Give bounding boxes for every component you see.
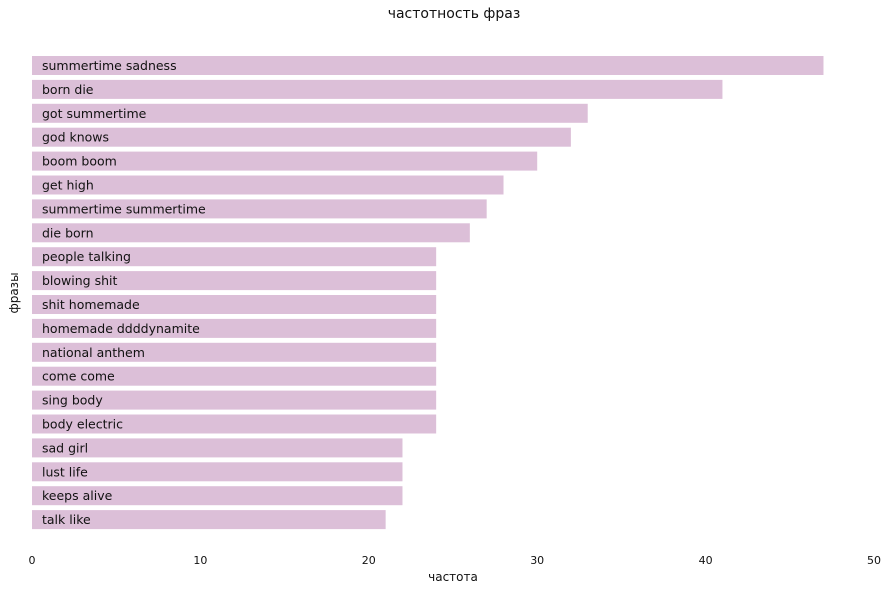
x-tick-label: 20 — [362, 554, 376, 567]
bar — [32, 414, 437, 434]
bar — [32, 56, 824, 75]
bar — [32, 271, 437, 291]
bar-label: summertime sadness — [42, 58, 177, 73]
bar — [32, 223, 470, 243]
x-tick-label: 30 — [530, 554, 544, 567]
bar — [32, 366, 437, 386]
bar-label: sing body — [42, 393, 103, 408]
bar-label: national anthem — [42, 345, 145, 360]
chart-title: частотность фраз — [388, 6, 521, 22]
bar-label: homemade ddddynamite — [42, 321, 200, 336]
x-tick-label: 0 — [29, 554, 36, 567]
bar-label: talk like — [42, 512, 91, 527]
bar — [32, 318, 437, 338]
x-tick-label: 50 — [867, 554, 881, 567]
bar-label: die born — [42, 225, 94, 240]
x-axis-label: частота — [428, 570, 478, 584]
bar — [32, 462, 403, 482]
bar-label: shit homemade — [42, 297, 140, 312]
bar-label: born die — [42, 82, 94, 97]
bar — [32, 151, 538, 171]
x-tick-label: 40 — [699, 554, 713, 567]
bar-label: body electric — [42, 417, 123, 432]
bar — [32, 247, 437, 267]
x-tick-label: 10 — [193, 554, 207, 567]
bar — [32, 342, 437, 362]
bar — [32, 486, 403, 506]
bar — [32, 127, 571, 147]
bar-label: keeps alive — [42, 488, 113, 503]
bar — [32, 79, 723, 99]
bar-label: people talking — [42, 249, 131, 264]
bar — [32, 199, 487, 219]
bar-label: get high — [42, 178, 94, 193]
bar — [32, 438, 403, 458]
bar-label: lust life — [42, 464, 88, 479]
bar-label: boom boom — [42, 154, 117, 169]
bar-label: come come — [42, 369, 115, 384]
bar — [32, 390, 437, 410]
bar-label: god knows — [42, 130, 109, 145]
bar — [32, 295, 437, 314]
bar — [32, 103, 588, 123]
y-axis-label: фразы — [7, 272, 21, 313]
bar-label: got summertime — [42, 106, 147, 121]
bar-label: sad girl — [42, 440, 88, 455]
bar-label: summertime summertime — [42, 201, 206, 216]
bar-label: blowing shit — [42, 273, 117, 288]
bar — [32, 510, 386, 530]
bar — [32, 175, 504, 195]
